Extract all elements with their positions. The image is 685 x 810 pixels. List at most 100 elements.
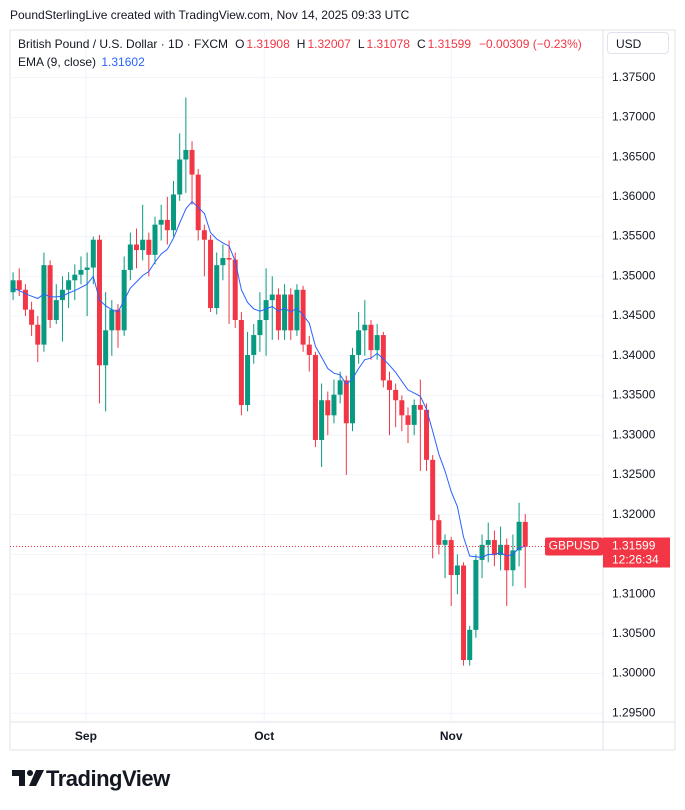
candle-body <box>337 380 343 395</box>
candle-body <box>424 409 430 460</box>
candle-body <box>183 149 189 160</box>
candle-body <box>251 335 257 355</box>
candle-body <box>479 544 485 560</box>
candle-body <box>72 274 78 281</box>
ohlc-key: C <box>416 37 426 51</box>
candle-body <box>306 344 312 355</box>
candle-body <box>430 459 436 521</box>
y-tick-label: 1.37000 <box>612 110 656 124</box>
candle-body <box>245 354 251 405</box>
price-label: 1.31599 <box>612 539 656 553</box>
candle-body <box>300 289 306 345</box>
candle-body <box>516 521 522 551</box>
y-tick-label: 1.33000 <box>612 427 656 441</box>
candle-body <box>417 404 423 410</box>
candle-body <box>201 230 207 240</box>
y-tick-label: 1.30000 <box>612 666 656 680</box>
candle-body <box>405 415 411 425</box>
y-tick-label: 1.34500 <box>612 308 656 322</box>
candle-body <box>90 239 96 268</box>
candle-body <box>263 300 269 320</box>
candle-body <box>473 559 479 630</box>
candle-body <box>127 244 133 270</box>
candle-body <box>349 354 355 424</box>
candle-body <box>140 239 146 251</box>
ticker-label: GBPUSD <box>549 539 600 553</box>
candle-body <box>103 330 109 366</box>
candle-body <box>461 565 467 661</box>
candle-body <box>41 265 47 345</box>
candle-body <box>411 404 417 425</box>
candle-body <box>59 289 65 301</box>
candle-body <box>362 324 368 331</box>
candle-body <box>214 265 220 309</box>
candle-body <box>232 259 238 320</box>
candle-body <box>66 280 72 290</box>
x-tick-label: Sep <box>75 729 97 743</box>
ohlc-value: 1.31908 <box>246 37 290 51</box>
y-tick-label: 1.31000 <box>612 586 656 600</box>
candle-body <box>343 380 349 424</box>
candle-body <box>498 544 504 556</box>
legend-main: British Pound / U.S. Dollar · 1D · FXCM O… <box>18 35 584 53</box>
candle-body <box>312 354 318 440</box>
candle-body <box>331 394 337 416</box>
candle-body <box>454 565 460 576</box>
candle-body <box>374 335 380 351</box>
y-tick-label: 1.36500 <box>612 149 656 163</box>
ticker-label-bg <box>545 537 603 556</box>
price-label-bg <box>603 537 670 568</box>
ohlc-value: 1.32007 <box>307 37 351 51</box>
y-tick-label: 1.30500 <box>612 626 656 640</box>
candle-body <box>467 629 473 661</box>
candle-body <box>22 289 28 310</box>
candle-body <box>368 324 374 351</box>
currency-button[interactable]: USD <box>607 32 669 54</box>
candle-body <box>171 194 177 231</box>
ohlc-key: L <box>357 37 365 51</box>
candle-body <box>29 309 35 325</box>
chart: 1.295001.300001.305001.310001.315001.320… <box>9 29 676 751</box>
y-tick-label: 1.34000 <box>612 348 656 362</box>
y-tick-label: 1.32500 <box>612 467 656 481</box>
candle-body <box>84 267 90 270</box>
change: −0.00309 (−0.23%) <box>479 37 582 51</box>
candle-body <box>189 149 195 175</box>
candle-body <box>115 309 121 331</box>
candle-body <box>208 239 214 309</box>
candle-body <box>325 400 331 416</box>
candle-body <box>152 224 158 255</box>
candle-body <box>393 389 399 401</box>
brand-name: TradingView <box>46 766 170 791</box>
candle-body <box>436 520 442 545</box>
x-tick-label: Nov <box>440 729 463 743</box>
candle-body <box>109 309 115 331</box>
candle-body <box>356 330 362 355</box>
candle-body <box>133 244 139 251</box>
ohlc-value: 1.31078 <box>366 37 410 51</box>
credit: PoundSterlingLive created with TradingVi… <box>10 8 410 22</box>
brand: TradingView <box>12 766 170 792</box>
grid <box>10 30 603 722</box>
candle-body <box>226 258 232 260</box>
legend-ema: EMA (9, close) 1.31602 <box>18 53 584 71</box>
brand-logo <box>12 770 44 786</box>
candle-body <box>164 219 170 231</box>
y-tick-label: 1.36000 <box>612 189 656 203</box>
candle-body <box>522 521 528 547</box>
ema-line <box>12 200 526 559</box>
candle-body <box>485 540 491 545</box>
candle-body <box>491 540 497 556</box>
candle-body <box>510 550 516 571</box>
candle-body <box>177 159 183 195</box>
candle-body <box>257 319 263 336</box>
y-tick-label: 1.37500 <box>612 70 656 84</box>
candle-body <box>380 335 386 381</box>
candle-body <box>442 540 448 545</box>
ema-value: 1.31602 <box>101 55 145 69</box>
candle-body <box>294 289 300 331</box>
candle-body <box>238 319 244 405</box>
candle-body <box>195 174 201 231</box>
y-tick-label: 1.35500 <box>612 229 656 243</box>
